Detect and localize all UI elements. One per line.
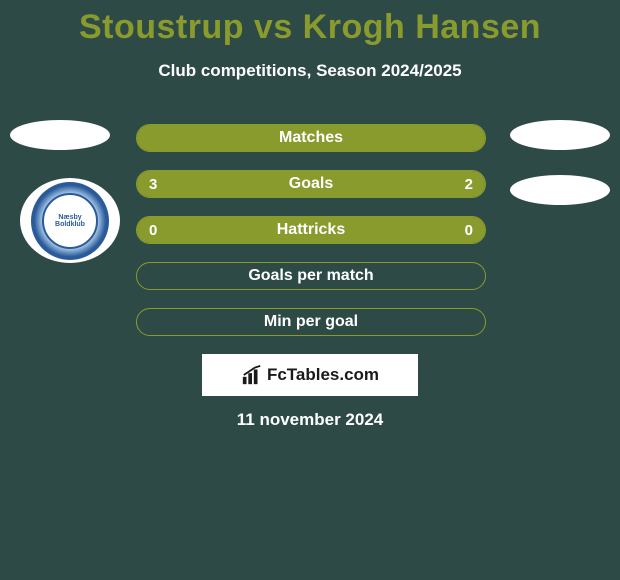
club-left-name: Næsby Boldklub <box>44 214 96 228</box>
stat-row: Min per goal <box>136 308 486 336</box>
source-logo: FcTables.com <box>202 354 418 396</box>
stat-label: Min per goal <box>137 313 485 331</box>
chart-icon <box>241 364 263 386</box>
stat-label: Goals per match <box>137 267 485 285</box>
page-title: Stoustrup vs Krogh Hansen <box>0 0 620 47</box>
stat-label: Matches <box>137 129 485 147</box>
club-right-badge <box>510 175 610 205</box>
stat-label: Goals <box>137 175 485 193</box>
page-subtitle: Club competitions, Season 2024/2025 <box>0 61 620 81</box>
stat-row: 00Hattricks <box>136 216 486 244</box>
stat-row: 32Goals <box>136 170 486 198</box>
club-left-badge: Næsby Boldklub <box>20 178 120 263</box>
stat-row: Matches <box>136 124 486 152</box>
player-left-avatar <box>10 120 110 150</box>
stats-container: Matches 32Goals 00Hattricks Goals per match… <box>136 124 486 354</box>
generated-date: 11 november 2024 <box>0 410 620 430</box>
player-right-avatar <box>510 120 610 150</box>
logo-text: FcTables.com <box>267 365 379 385</box>
stat-row: Goals per match <box>136 262 486 290</box>
stat-label: Hattricks <box>137 221 485 239</box>
club-badge-icon: Næsby Boldklub <box>31 182 109 260</box>
